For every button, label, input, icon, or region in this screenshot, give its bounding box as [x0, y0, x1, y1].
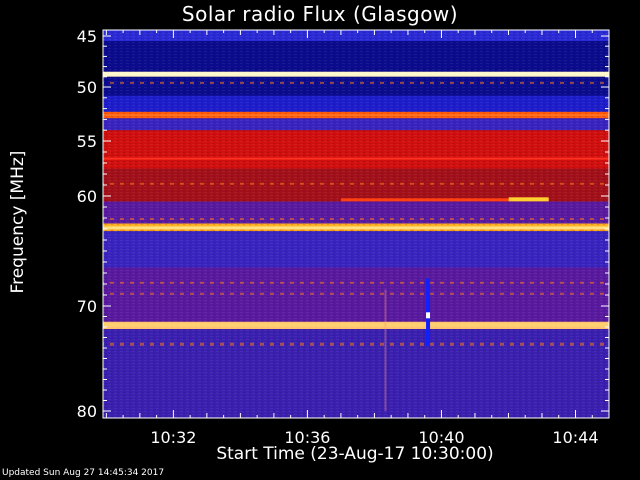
dashed-emission-row — [103, 292, 609, 295]
drift-feature — [340, 198, 549, 202]
x-tick-label: 10:44 — [552, 428, 598, 447]
burst-peak — [426, 312, 431, 319]
y-tick-label: 50 — [77, 78, 97, 97]
bright-emission-line — [103, 157, 609, 160]
x-axis-label: Start Time (23-Aug-17 10:30:00) — [216, 444, 494, 464]
plot-frame — [102, 29, 610, 419]
dashed-emission-row — [103, 229, 609, 231]
x-tick-label: 10:32 — [150, 428, 196, 447]
dashed-emission-row — [103, 182, 609, 185]
axes: 10:32 10:36 10:40 10:44 45 50 55 60 70 80 — [77, 27, 610, 447]
dashed-emission-row — [103, 218, 609, 220]
y-axis-label: Frequency [MHz] — [8, 150, 28, 294]
bright-emission-line — [103, 322, 609, 327]
x-tick-label: 10:36 — [284, 428, 330, 447]
updated-timestamp: Updated Sun Aug 27 14:45:34 2017 — [2, 468, 165, 478]
noise-texture — [103, 30, 609, 418]
burst-feature — [426, 278, 431, 346]
dashed-emission-row — [103, 281, 609, 284]
dashed-emission-row — [103, 81, 609, 84]
chart-title: Solar radio Flux (Glasgow) — [181, 2, 459, 26]
bright-emission-line — [103, 72, 609, 76]
drift-feature-bright — [508, 197, 549, 202]
y-tick-label: 60 — [77, 187, 97, 206]
y-tick-label: 55 — [77, 132, 97, 151]
bright-emission-line — [103, 114, 609, 117]
y-tick-label: 70 — [77, 297, 97, 316]
dashed-emission-row — [103, 342, 609, 346]
x-tick-label: 10:40 — [418, 428, 464, 447]
vertical-artefact — [384, 289, 387, 411]
bright-emission-line — [103, 226, 609, 230]
plot-area — [103, 30, 609, 418]
y-tick-label: 80 — [77, 402, 97, 421]
y-tick-label: 45 — [77, 27, 97, 46]
